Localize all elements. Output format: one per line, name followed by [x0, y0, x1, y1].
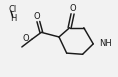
- Text: Cl: Cl: [9, 5, 17, 14]
- Text: O: O: [69, 4, 76, 13]
- Text: O: O: [34, 12, 40, 21]
- Text: NH: NH: [99, 39, 112, 48]
- Text: H: H: [10, 14, 17, 23]
- Text: O: O: [22, 34, 29, 43]
